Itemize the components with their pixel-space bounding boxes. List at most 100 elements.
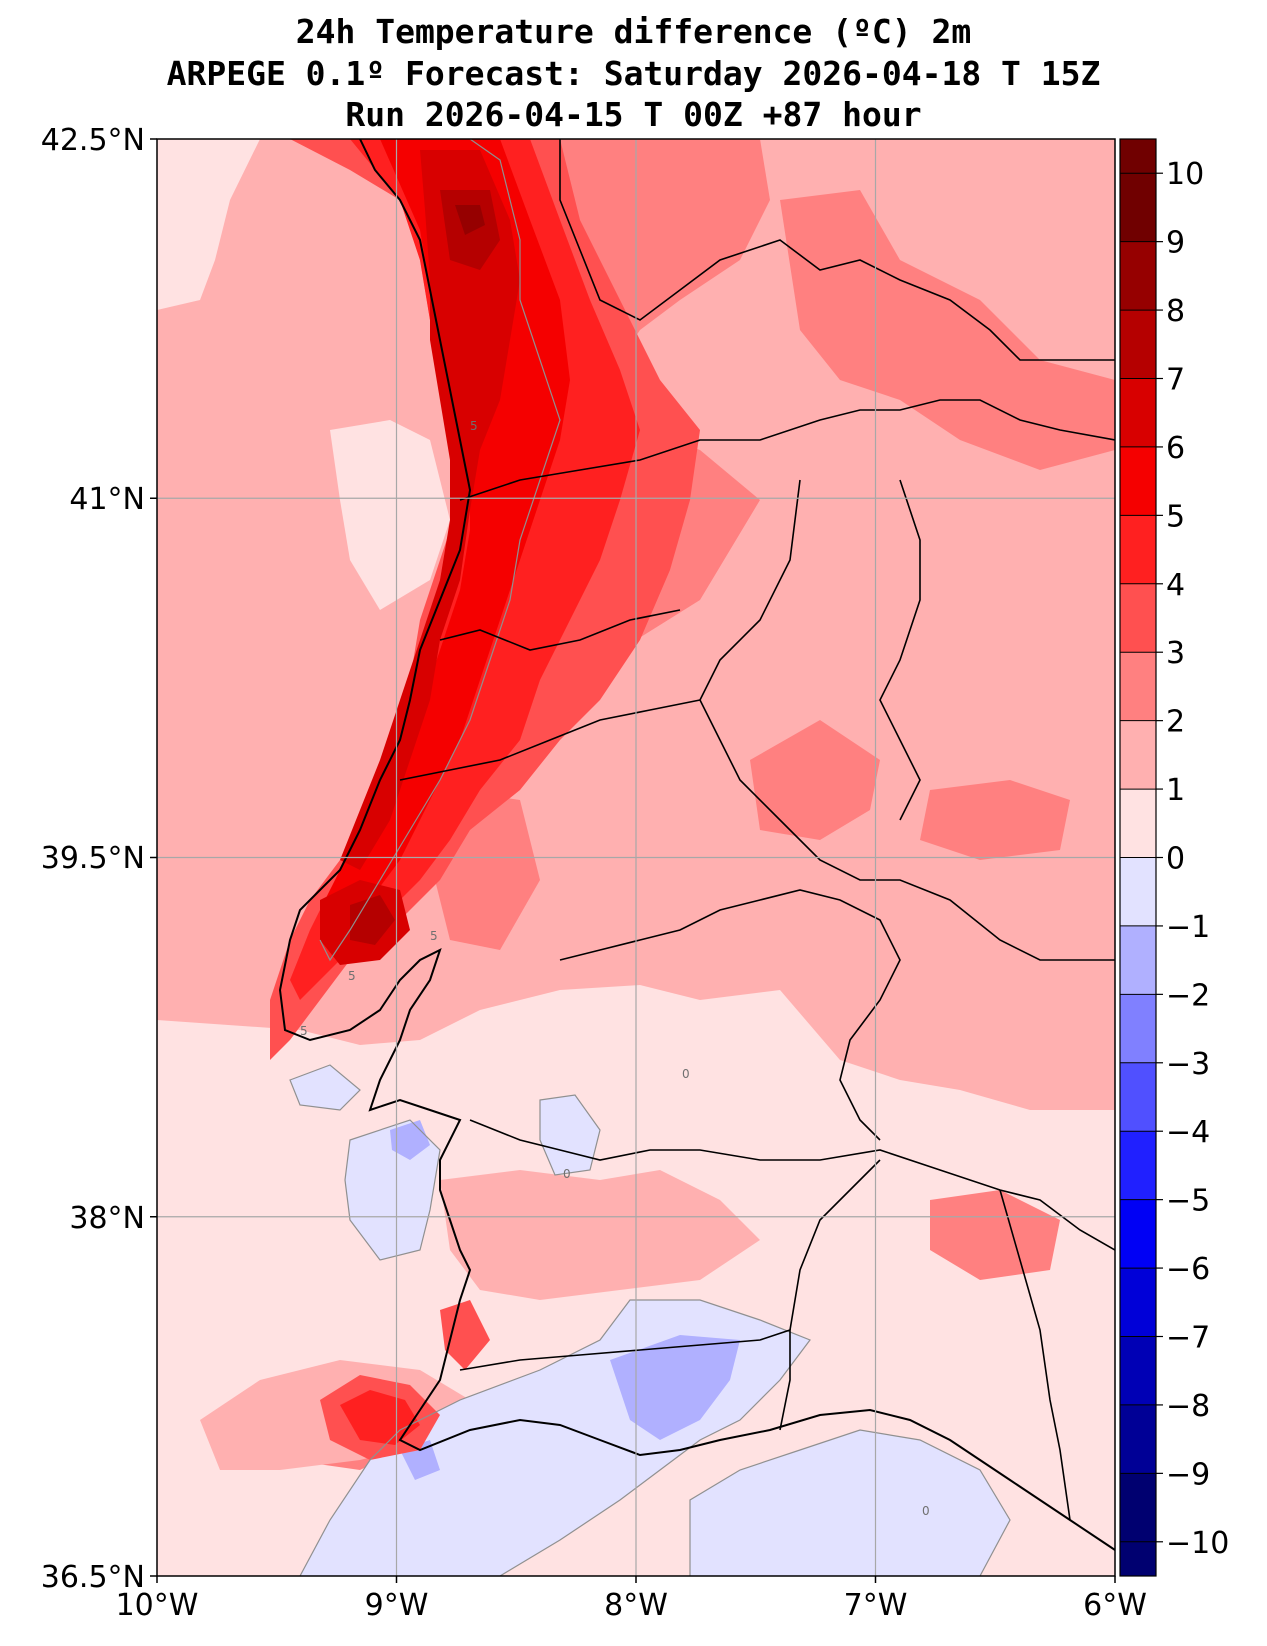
colorbar-swatch [1120, 173, 1156, 243]
colorbar-tick-label: −7 [1166, 1321, 1210, 1356]
border-line [439, 609, 681, 651]
border-line [399, 699, 701, 781]
colorbar-swatch [1120, 720, 1156, 790]
contour-line-0 [299, 1299, 811, 1576]
colorbar-swatch [1120, 1131, 1156, 1201]
colorbar-extension-top [1120, 139, 1156, 174]
colorbar-tick-label: −6 [1166, 1252, 1210, 1287]
contour-label: 5 [300, 1024, 308, 1038]
colorbar-swatch [1120, 1268, 1156, 1337]
colorbar-tick-label: −9 [1166, 1457, 1210, 1492]
contour-line-0 [344, 1119, 441, 1261]
colorbar-swatch [1120, 1404, 1156, 1474]
colorbar-tick-label: 8 [1166, 294, 1185, 329]
colorbar-tick-label: 0 [1166, 842, 1185, 877]
lon-axis: 10°W 9°W 8°W 7°W 6°W [116, 1576, 1147, 1623]
colorbar-swatch [1120, 1062, 1156, 1132]
colorbar-tick-label: 6 [1166, 431, 1185, 466]
contour-label: 0 [563, 1167, 571, 1181]
colorbar-swatch [1120, 652, 1156, 722]
title-line-2: ARPEGE 0.1º Forecast: Saturday 2026-04-1… [166, 54, 1101, 93]
colorbar-swatch [1120, 583, 1156, 653]
contour-label: 5 [430, 929, 438, 943]
border-line [789, 1159, 881, 1331]
colorbar-tick-label: −3 [1166, 1047, 1210, 1082]
grid-lines [157, 139, 1115, 1576]
contour-line-0 [289, 1064, 361, 1111]
field-band-2-3 [780, 190, 1115, 470]
colorbar-tick-label: −1 [1166, 910, 1210, 945]
field-band-1-2 [440, 1170, 760, 1300]
field-band-neg1-0 [690, 1430, 1010, 1576]
colorbar-swatch [1120, 1199, 1156, 1269]
contour-label: 5 [470, 419, 478, 433]
lat-tick-label: 36.5°N [41, 1560, 145, 1595]
colorbar-tick-label: 1 [1166, 773, 1185, 808]
field-band-2-3 [930, 1190, 1060, 1280]
field-band-0-1 [157, 139, 260, 310]
lon-tick-label: 6°W [1083, 1588, 1147, 1623]
lat-tick-label: 39.5°N [41, 841, 145, 876]
contour-line-0 [539, 1094, 601, 1176]
colorbar-tick-label: −10 [1166, 1526, 1229, 1561]
colorbar-swatch [1120, 378, 1156, 448]
colorbar-extension-bottom [1120, 1541, 1156, 1576]
colorbar-tick-label: 2 [1166, 705, 1185, 740]
contour-label: 0 [922, 1504, 930, 1518]
lat-tick-label: 41°N [69, 482, 145, 517]
colorbar-tick-label: −5 [1166, 1184, 1210, 1219]
contour-line-5 [319, 139, 561, 962]
lon-tick-label: 8°W [604, 1588, 668, 1623]
field-band-4-5 [340, 1390, 420, 1445]
colorbar-swatch [1120, 1336, 1156, 1406]
border-line [459, 399, 1115, 501]
lat-tick-label: 38°N [69, 1201, 145, 1236]
coastline [278, 139, 1115, 1551]
field-band-neg2-neg1 [610, 1335, 740, 1440]
colorbar-tick-label: −2 [1166, 978, 1210, 1013]
colorbar-swatch [1120, 994, 1156, 1064]
colorbar-tick-label: 9 [1166, 226, 1185, 261]
lon-tick-label: 10°W [116, 1588, 199, 1623]
colorbar-swatch [1120, 446, 1156, 516]
colorbar-tick-label: −4 [1166, 1115, 1210, 1150]
colorbar-swatch [1120, 789, 1156, 858]
field-band-2-3 [750, 720, 880, 840]
colorbar-tick-label: 3 [1166, 636, 1185, 671]
border-line [699, 479, 1115, 961]
field-band-neg1-0 [290, 1065, 360, 1110]
colorbar-swatch [1120, 1473, 1156, 1543]
colorbar-tick-label: 10 [1166, 157, 1204, 192]
contour-label: 5 [348, 969, 356, 983]
lat-axis: 42.5°N 41°N 39.5°N 38°N 36.5°N [41, 123, 157, 1595]
colorbar-tick-label: 4 [1166, 568, 1185, 603]
field-band-neg1-0 [540, 1095, 600, 1175]
field-band-0-1 [330, 420, 450, 610]
map-plot-area: 5 5 5 5 0 0 0 [157, 139, 1115, 1576]
field-band-7-8 [350, 895, 395, 945]
colorbar-swatch [1120, 925, 1156, 995]
colorbar-swatch [1120, 515, 1156, 585]
colorbar-tick-label: 7 [1166, 363, 1185, 398]
border-line [459, 1328, 791, 1431]
colorbar-swatch [1120, 241, 1156, 311]
border-line [559, 889, 901, 1141]
border-line [879, 479, 921, 821]
lon-tick-label: 7°W [844, 1588, 908, 1623]
border-line [999, 1189, 1071, 1521]
field-band-8-9 [455, 205, 485, 235]
lon-tick-label: 9°W [365, 1588, 429, 1623]
lat-tick-label: 42.5°N [41, 123, 145, 158]
border-line [469, 1119, 1115, 1251]
title-line-3: Run 2026-04-15 T 00Z +87 hour [345, 95, 922, 134]
contour-line-0 [689, 1429, 1011, 1576]
contour-label: 0 [682, 1067, 690, 1081]
border-line [559, 139, 1115, 361]
colorbar-swatch [1120, 310, 1156, 379]
field-band-6-7 [340, 150, 520, 870]
field-band-2-3 [920, 780, 1070, 860]
colorbar-tick-label: −8 [1166, 1389, 1210, 1424]
title-line-1: 24h Temperature difference (ºC) 2m [295, 12, 972, 51]
